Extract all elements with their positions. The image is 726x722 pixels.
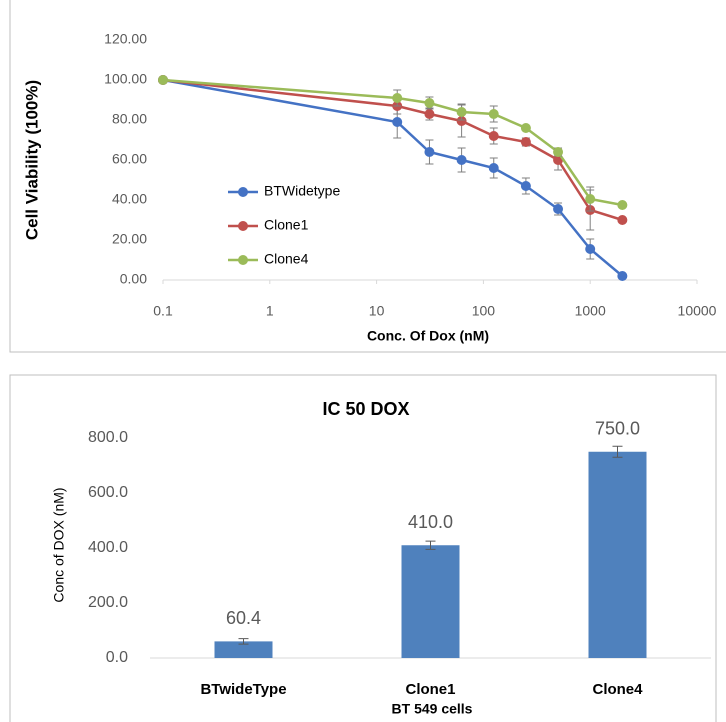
x-tick-label: Clone4	[592, 681, 643, 698]
x-tick-label: Clone1	[405, 681, 455, 698]
y-axis-label: Conc of DOX (nM)	[51, 487, 67, 602]
legend-label: Clone1	[264, 217, 309, 233]
y-tick-label: 80.00	[112, 111, 147, 127]
chart-title: IC 50 DOX	[322, 399, 409, 419]
marker	[553, 204, 564, 214]
marker	[617, 271, 628, 281]
x-tick-label: 1000	[575, 303, 606, 319]
y-tick-label: 120.00	[104, 31, 147, 47]
y-tick-label: 800.0	[88, 429, 128, 446]
legend-marker	[238, 221, 248, 231]
x-tick-label: 100	[472, 303, 496, 319]
x-axis-label: BT 549 cells	[392, 701, 473, 717]
marker	[520, 137, 531, 147]
x-tick-label: 10000	[678, 303, 717, 319]
error-bar	[238, 638, 249, 645]
marker	[488, 163, 499, 173]
panel-border	[9, 0, 726, 353]
y-tick-label: 20.00	[112, 231, 147, 247]
y-tick-label: 600.0	[88, 484, 128, 501]
marker	[456, 155, 467, 165]
marker	[488, 109, 499, 119]
marker	[617, 215, 628, 225]
marker	[158, 75, 168, 85]
data-label: 750.0	[595, 419, 640, 439]
legend-marker	[238, 255, 248, 265]
legend-marker	[238, 187, 248, 197]
marker	[424, 109, 435, 119]
data-label: 410.0	[408, 512, 453, 532]
x-tick-label: BTwideType	[200, 681, 286, 698]
y-tick-label: 200.0	[88, 594, 128, 611]
x-tick-label: 1	[266, 303, 274, 319]
y-axis-label: Cell Viability (100%)	[22, 80, 41, 240]
marker	[520, 123, 531, 133]
y-tick-label: 400.0	[88, 539, 128, 556]
bar	[214, 641, 273, 658]
error-bar	[425, 540, 436, 550]
marker	[456, 107, 467, 117]
marker	[520, 181, 531, 191]
marker	[392, 93, 403, 103]
x-tick-label: 10	[369, 303, 385, 319]
x-axis-label: Conc. Of Dox (nM)	[367, 328, 489, 344]
marker	[488, 131, 499, 141]
y-tick-label: 60.00	[112, 151, 147, 167]
marker	[553, 147, 564, 157]
data-label: 60.4	[226, 608, 261, 628]
y-tick-label: 100.00	[104, 71, 147, 87]
marker	[424, 147, 435, 157]
bar	[401, 545, 460, 658]
marker	[456, 116, 467, 126]
y-tick-label: 0.0	[106, 649, 128, 666]
panel-border	[9, 374, 717, 722]
legend-label: Clone4	[264, 251, 309, 267]
x-tick-label: 0.1	[153, 303, 173, 319]
bar	[588, 451, 647, 658]
marker	[585, 194, 596, 204]
error-bar	[612, 445, 623, 458]
marker	[424, 98, 435, 108]
marker	[585, 244, 596, 254]
y-tick-label: 40.00	[112, 191, 147, 207]
marker	[392, 117, 403, 127]
marker	[617, 200, 628, 210]
legend-label: BTWidetype	[264, 183, 340, 199]
y-tick-label: 0.00	[120, 271, 147, 287]
